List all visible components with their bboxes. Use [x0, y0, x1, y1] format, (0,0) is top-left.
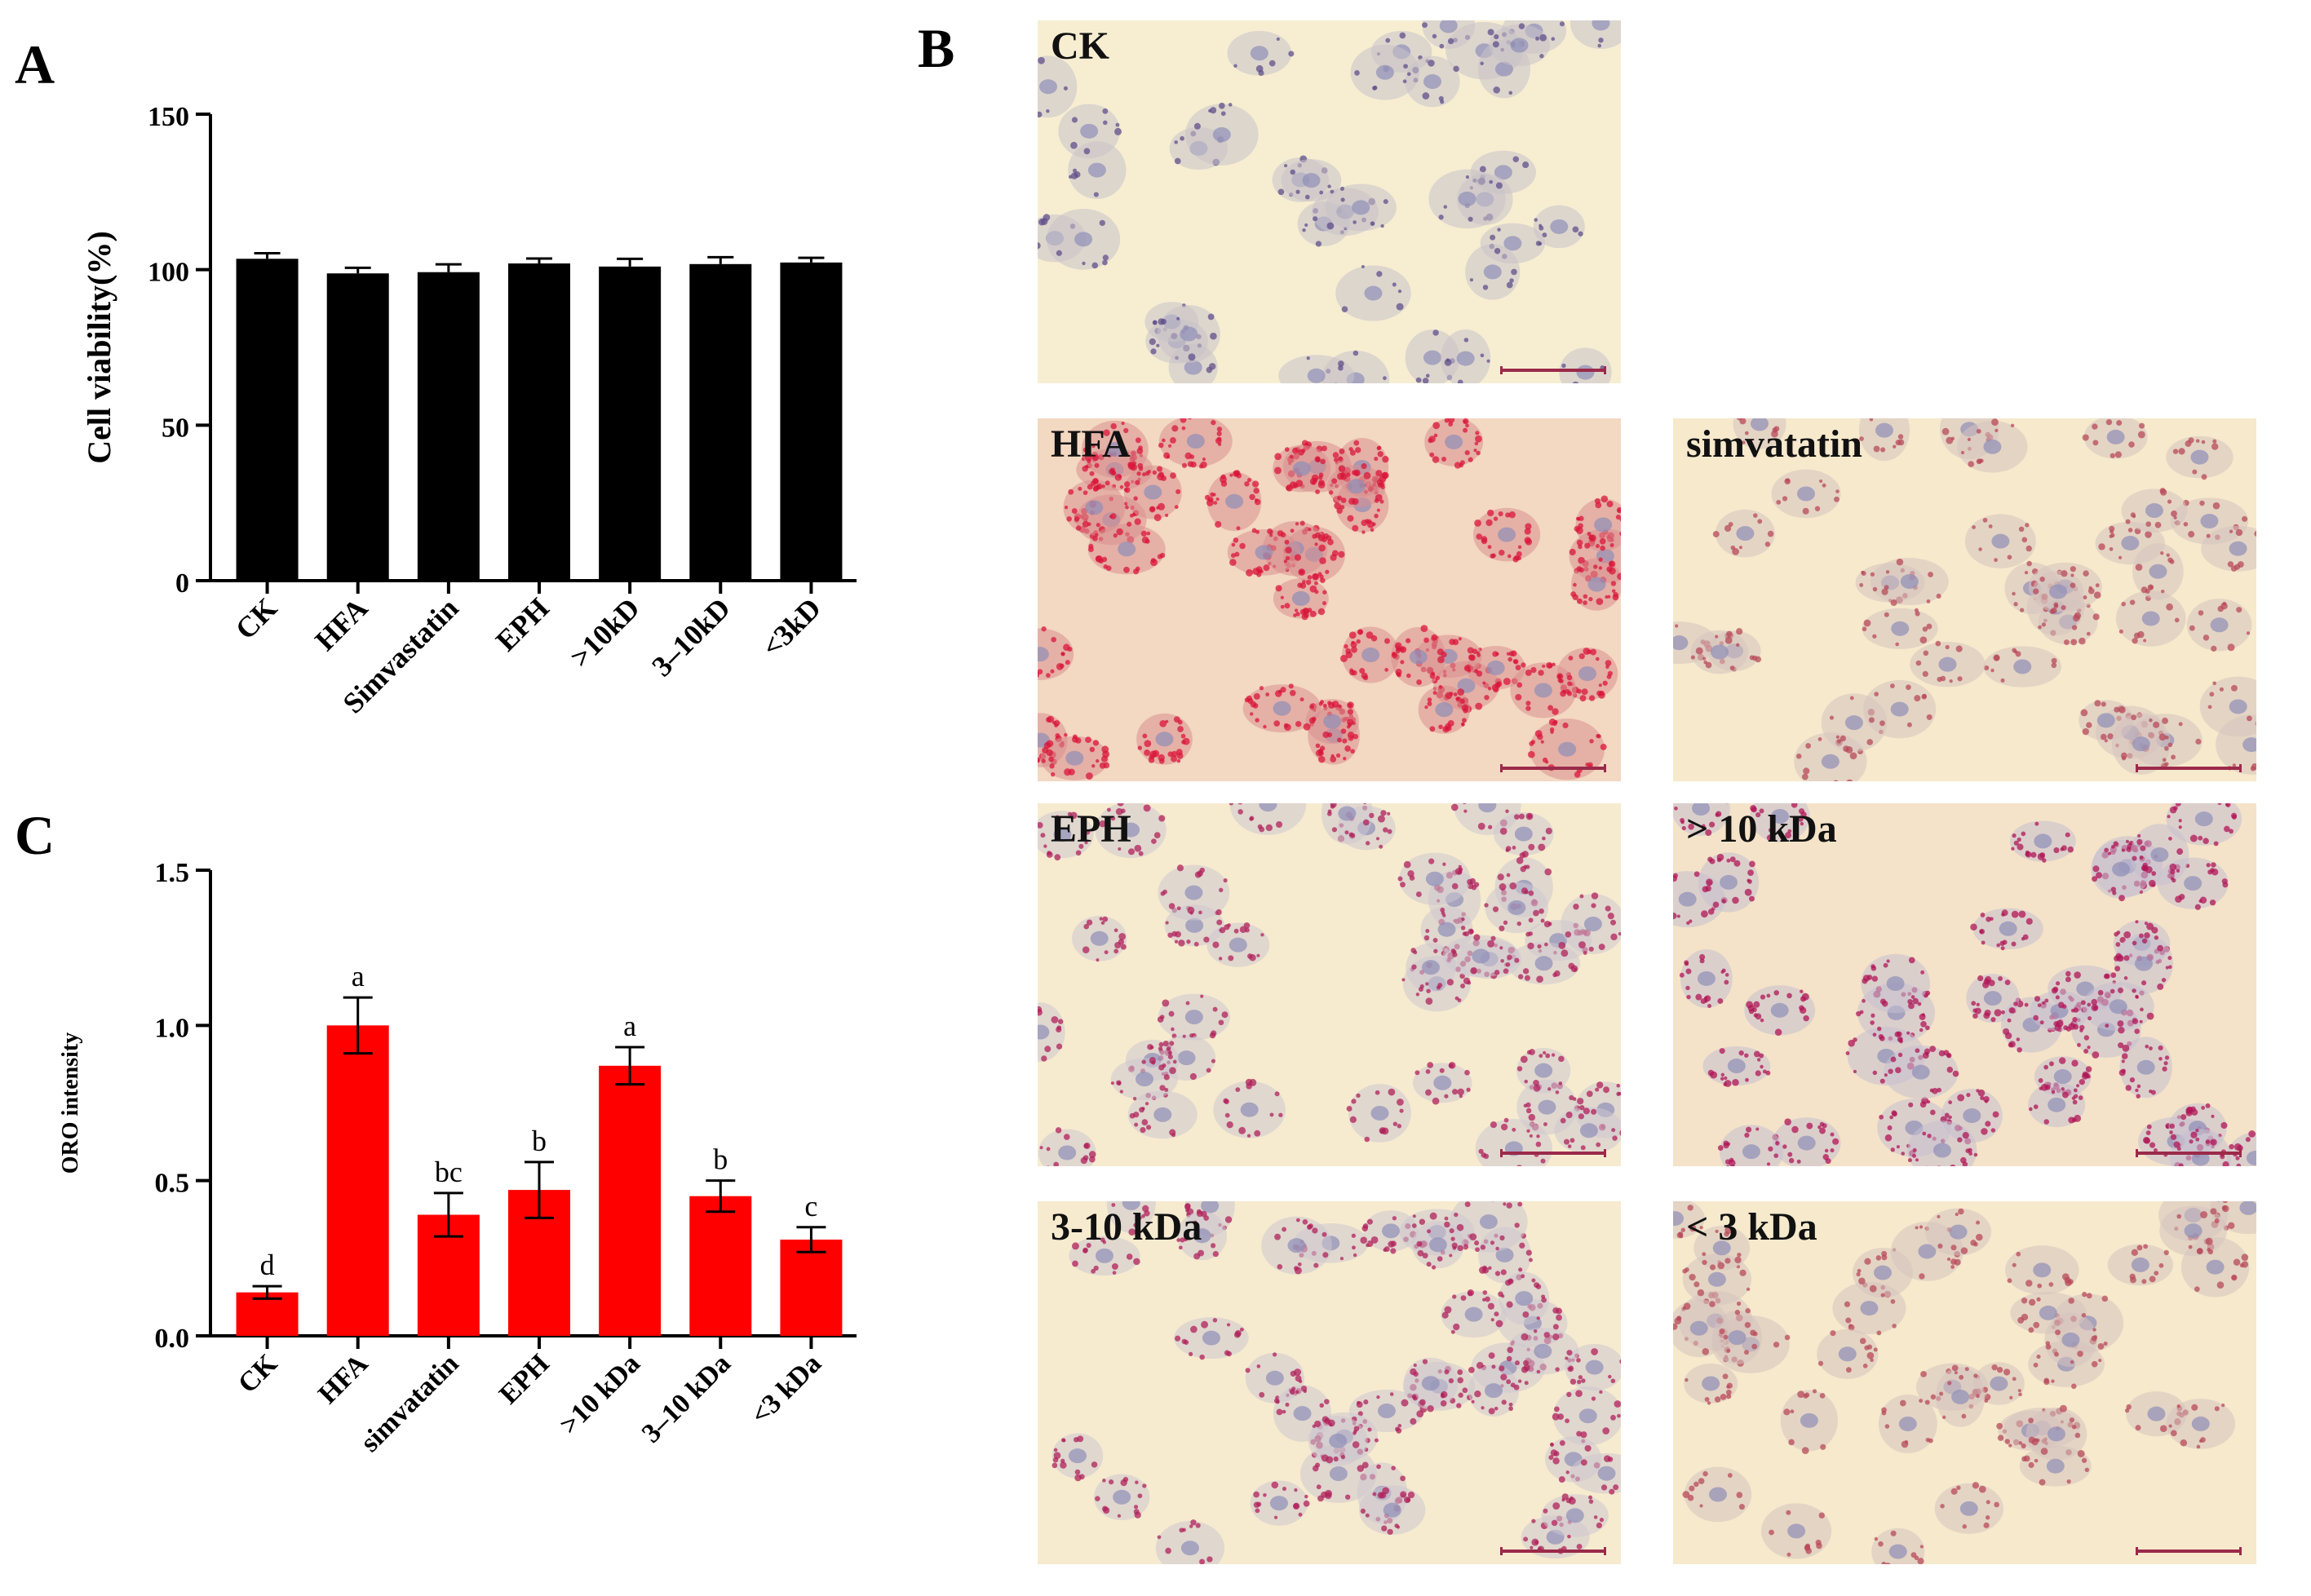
y-tick-label: 1.0: [155, 1013, 190, 1043]
micrograph-ck: CK: [1038, 20, 1621, 383]
y-tick-label: 1.5: [155, 858, 190, 888]
y-tick-label: 50: [162, 413, 189, 443]
bar: [236, 259, 299, 581]
panel-letter-b: B: [918, 17, 955, 79]
micrograph-label: > 10 kDa: [1686, 807, 1837, 851]
micrograph-3-10-kda: 3-10 kDa: [1038, 1201, 1621, 1564]
x-tick-label: EPH: [494, 1348, 556, 1410]
micrograph-eph: EPH: [1038, 803, 1621, 1166]
y-axis-label: ORO intensity: [58, 1032, 83, 1174]
scale-bar: [1500, 366, 1606, 374]
panel-letter-c: C: [15, 804, 55, 866]
x-tick-label: HFA: [312, 1348, 374, 1409]
scale-bar: [2136, 1149, 2242, 1157]
micrograph-label: CK: [1051, 24, 1109, 68]
y-tick-label: 150: [148, 102, 189, 132]
bar: [689, 263, 752, 581]
micrograph-image: [1051, 1201, 1621, 1564]
x-tick-label: >10kD: [564, 591, 646, 674]
micrograph-hfa: HFA: [1038, 418, 1621, 781]
significance-label: bc: [435, 1156, 463, 1188]
bar: [599, 1065, 662, 1336]
significance-label: c: [804, 1190, 817, 1222]
micrograph-image: [1673, 803, 2256, 1166]
bar: [508, 263, 570, 581]
significance-label: b: [532, 1125, 547, 1157]
x-tick-label: 3–10kD: [645, 591, 737, 683]
micrograph-label: 3-10 kDa: [1051, 1205, 1202, 1249]
x-tick-label: <3 kDa: [745, 1348, 827, 1430]
x-tick-label: <3kD: [755, 591, 827, 663]
x-tick-label: >10 kDa: [554, 1348, 646, 1440]
bar: [780, 1239, 843, 1336]
micrograph-label: EPH: [1051, 807, 1131, 851]
scale-bar: [1500, 1149, 1606, 1157]
y-tick-label: 0.0: [155, 1324, 190, 1354]
x-tick-label: CK: [232, 1348, 284, 1399]
scale-bar: [2136, 1547, 2242, 1555]
x-tick-label: HFA: [308, 591, 374, 657]
scale-bar: [1500, 1547, 1606, 1555]
micrograph-label: simvatatin: [1686, 422, 1862, 466]
bar: [417, 272, 480, 581]
x-tick-label: CK: [229, 591, 283, 645]
panel-letter-a: A: [15, 33, 55, 95]
bar: [689, 1196, 752, 1336]
y-tick-label: 0.5: [155, 1169, 190, 1199]
x-tick-label: EPH: [489, 591, 556, 657]
significance-label: a: [623, 1010, 636, 1042]
micrograph-image: [1038, 418, 1621, 780]
bar: [326, 1025, 389, 1336]
micrograph-3-kda: < 3 kDa: [1673, 1201, 2256, 1564]
y-tick-label: 100: [148, 258, 189, 288]
micrograph-label: HFA: [1051, 422, 1131, 466]
bar: [780, 262, 843, 581]
micrograph-image: [1038, 20, 1621, 383]
x-tick-label: 3–10 kDa: [636, 1348, 737, 1448]
micrograph-image: [1038, 803, 1621, 1166]
bar: [326, 273, 389, 581]
micrograph-image: [1673, 418, 2256, 781]
y-axis-label: Cell viability(%): [81, 231, 117, 464]
significance-label: d: [260, 1249, 275, 1281]
significance-label: a: [352, 960, 365, 993]
micrograph-image: [1673, 1201, 2256, 1564]
micrograph-simvatatin: simvatatin: [1673, 418, 2256, 781]
scale-bar: [1500, 764, 1606, 772]
y-tick-label: 0: [175, 568, 189, 599]
micrograph-label: < 3 kDa: [1686, 1205, 1817, 1249]
scale-bar: [2136, 764, 2242, 772]
bar: [599, 266, 662, 581]
significance-label: b: [713, 1143, 728, 1176]
x-tick-label: simvatatin: [355, 1348, 464, 1457]
micrograph-10-kda: > 10 kDa: [1673, 803, 2256, 1166]
